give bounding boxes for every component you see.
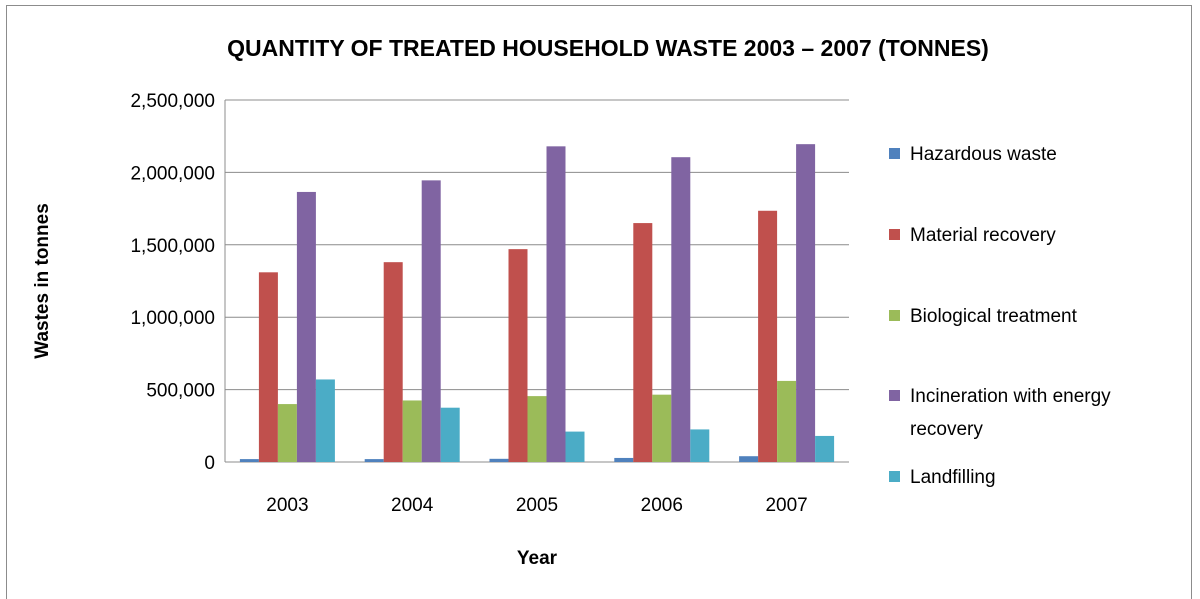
legend-swatch (889, 148, 900, 159)
bar (614, 457, 634, 462)
x-axis-label: Year (517, 548, 558, 569)
bar (815, 435, 835, 462)
legend-swatch (889, 390, 900, 401)
bar (258, 272, 278, 462)
bar (277, 404, 297, 462)
bar (652, 394, 672, 462)
bar (527, 396, 547, 462)
bar (239, 459, 259, 462)
bar (671, 157, 691, 463)
y-tick-label: 1,000,000 (130, 308, 215, 329)
bar (739, 456, 759, 462)
y-axis-label: Wastes in tonnes (32, 203, 53, 359)
bar (546, 146, 566, 462)
y-tick-label: 2,000,000 (130, 163, 215, 184)
y-tick-label: 1,500,000 (130, 236, 215, 257)
bar (440, 407, 460, 462)
legend-swatch (889, 310, 900, 321)
bar (489, 458, 509, 462)
bar (402, 400, 422, 462)
bar (383, 262, 403, 462)
y-tick-label: 500,000 (146, 381, 215, 402)
legend-label: Hazardous waste (910, 144, 1057, 165)
x-tick-label: 2006 (641, 495, 683, 516)
legend-label: Landfilling (910, 467, 996, 488)
legend-swatch (889, 471, 900, 482)
bar (565, 431, 585, 462)
legend-swatch (889, 229, 900, 240)
x-tick-labels: 2003 2004 2005 2006 2007 (266, 495, 807, 516)
x-tick-label: 2004 (391, 495, 434, 516)
legend-label: Incineration with energy recovery (910, 386, 1111, 440)
bar (421, 180, 441, 462)
bar (777, 380, 797, 462)
bar (796, 144, 816, 462)
bar (758, 210, 778, 462)
x-tick-label: 2007 (765, 495, 807, 516)
x-tick-label: 2003 (266, 495, 308, 516)
bar (364, 459, 384, 462)
y-tick-labels: 0 500,000 1,000,000 1,500,000 2,000,000 2,500… (130, 91, 215, 474)
bar (508, 249, 528, 462)
bar (315, 379, 335, 462)
bars (239, 144, 835, 463)
bar (633, 223, 653, 462)
chart-frame (6, 5, 1192, 599)
legend-label: Material recovery (910, 225, 1056, 246)
chart-title: QUANTITY OF TREATED HOUSEHOLD WASTE 2003… (227, 35, 989, 61)
legend: Hazardous waste Material recovery Biologic… (889, 144, 1111, 488)
x-tick-label: 2005 (516, 495, 558, 516)
bar (296, 191, 316, 462)
legend-label: Biological treatment (910, 306, 1078, 327)
y-tick-label: 2,500,000 (130, 91, 215, 112)
y-tick-label: 0 (204, 453, 215, 474)
bar (690, 429, 710, 462)
